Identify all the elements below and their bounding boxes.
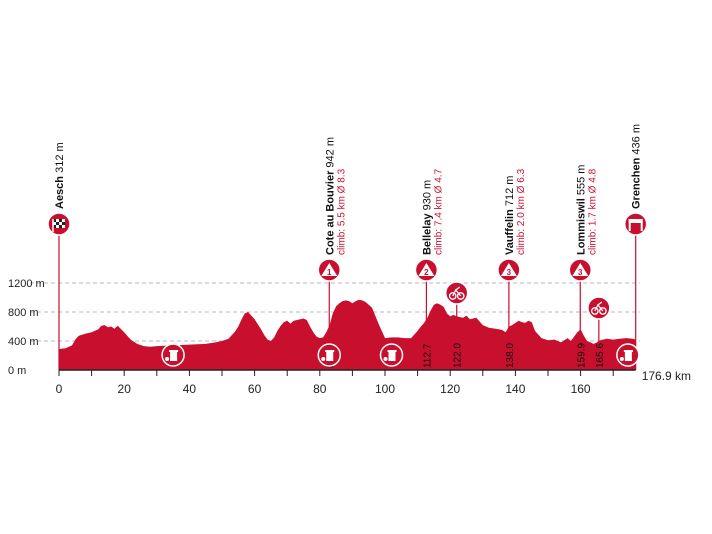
finish-banner <box>628 219 643 223</box>
y-tick-label: 400 m <box>8 336 39 348</box>
bin-body <box>388 352 396 361</box>
marker-lines <box>58 224 637 370</box>
bin-body <box>170 352 178 361</box>
km-label: 122.0 <box>453 343 464 368</box>
feed-bin-icon <box>161 343 185 367</box>
mountain-icon: 3 <box>568 258 593 282</box>
place-name: Lommiswil <box>575 198 587 255</box>
y-tick-label: 800 m <box>8 307 39 319</box>
bin-lid <box>387 350 397 352</box>
bike-sprint-icon <box>444 281 469 305</box>
km-label: 165.6 <box>595 343 606 368</box>
total-distance-label: 176.9 km <box>642 369 691 383</box>
y-tick-label: 1200 m <box>8 278 45 290</box>
place-name: Cote au Bouvier <box>324 170 336 255</box>
climb-info: climb: 5.5 km Ø 8.3 <box>336 168 347 255</box>
place-label: Bellelay 930 m <box>421 180 433 255</box>
flag-check <box>56 222 59 225</box>
rider-dot <box>165 357 170 361</box>
place-altitude: 930 m <box>421 180 433 211</box>
place-label: Aesch 312 m <box>54 142 66 209</box>
bike-wheel <box>456 292 465 300</box>
rider-dot <box>383 357 388 361</box>
bin-lid <box>169 350 179 352</box>
feed-bin-icon <box>616 343 640 367</box>
x-tick-label: 120 <box>440 382 460 396</box>
flag-check <box>53 219 56 222</box>
bike-wheel <box>591 307 599 315</box>
place-name: Bellelay <box>421 213 433 255</box>
icon-disc <box>444 281 469 305</box>
x-tick-label: 40 <box>183 382 197 396</box>
climb-category: 1 <box>327 268 332 277</box>
x-tick-label: 80 <box>313 382 327 396</box>
mountain-icon: 1 <box>317 258 342 282</box>
climb-category: 3 <box>578 268 583 277</box>
km-label: 112.7 <box>422 343 433 368</box>
bike-frame <box>452 286 462 297</box>
mountain-icon: 2 <box>414 258 439 282</box>
flag-check <box>59 219 62 222</box>
place-label: Lommiswil 555 m <box>575 165 587 255</box>
place-altitude: 555 m <box>575 165 587 196</box>
bin-body <box>624 352 632 361</box>
climb-category: 3 <box>507 268 512 277</box>
marker-icons: 1 2 3 3 <box>47 212 648 367</box>
km-label: 159.9 <box>576 343 587 368</box>
finish-icon <box>623 212 648 236</box>
place-altitude: 312 m <box>54 142 66 173</box>
flag-check <box>62 222 65 225</box>
place-altitude: 436 m <box>631 124 643 155</box>
x-tick-label: 60 <box>248 382 262 396</box>
place-name: Grenchen <box>631 157 643 209</box>
bin-body <box>326 352 334 361</box>
climb-info: climb: 1.7 km Ø 4.8 <box>587 168 598 255</box>
x-tick-label: 20 <box>118 382 132 396</box>
climb-category: 2 <box>424 268 429 277</box>
place-name: Vauffelin <box>504 209 516 255</box>
x-tick-label: 0 <box>56 382 63 396</box>
x-tick-label: 100 <box>375 382 395 396</box>
bike-wheel <box>599 307 607 315</box>
climb-info: climb: 7.4 km Ø 4.7 <box>433 168 444 255</box>
place-label: Grenchen 436 m <box>631 124 643 209</box>
bike-sprint-icon <box>587 296 611 320</box>
icon-disc <box>623 212 648 236</box>
bike-frame <box>594 301 604 312</box>
x-tick-label: 140 <box>505 382 525 396</box>
mountain-shape <box>572 263 589 276</box>
feed-bin-icon <box>379 343 404 367</box>
y-tick-label: 0 m <box>8 365 26 377</box>
x-tick-label: 160 <box>571 382 591 396</box>
place-altitude: 712 m <box>504 176 516 207</box>
mountain-shape <box>321 263 338 276</box>
mountain-shape <box>500 263 517 276</box>
bin-lid <box>623 350 633 352</box>
flag-check <box>53 225 56 228</box>
bin-lid <box>325 350 335 352</box>
place-name: Aesch <box>54 176 66 209</box>
icon-disc <box>587 296 611 320</box>
place-label: Vauffelin 712 m <box>504 176 516 255</box>
bike-wheel <box>448 292 457 300</box>
series-area <box>59 299 636 370</box>
flag-check <box>59 225 62 228</box>
start-flag-icon <box>47 212 71 236</box>
mountain-icon: 3 <box>497 258 521 282</box>
place-label: Cote au Bouvier 942 m <box>324 137 336 255</box>
climb-info: climb: 2.0 km Ø 6.3 <box>516 168 527 255</box>
km-label: 138.0 <box>505 343 516 368</box>
mountain-shape <box>418 263 435 276</box>
axes: 0 20 40 60 80 100 120 140 160 176.9 km <box>56 369 691 396</box>
rider-dot <box>321 357 326 361</box>
rider-dot <box>619 357 624 361</box>
elevation-area <box>59 299 636 370</box>
feed-bin-icon <box>317 343 342 367</box>
place-altitude: 942 m <box>324 137 336 168</box>
